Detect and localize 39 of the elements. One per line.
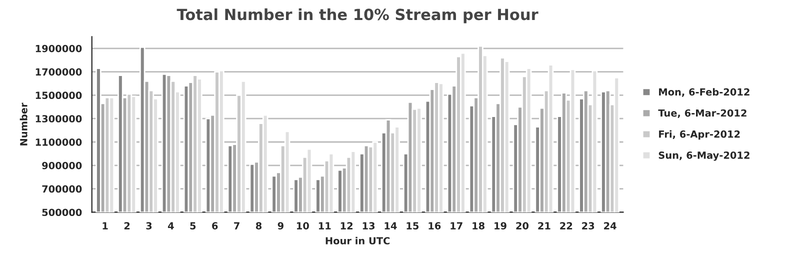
y-axis-title: Number <box>20 102 28 146</box>
x-tick-label: 17 <box>450 222 462 230</box>
y-tick-label: 700000 <box>42 185 82 193</box>
y-tick-label: 1500000 <box>36 92 82 100</box>
x-tick-label: 12 <box>340 222 352 230</box>
x-tick-label: 8 <box>256 222 262 230</box>
x-tick-label: 18 <box>472 222 484 230</box>
y-tick-label: 1700000 <box>36 68 82 76</box>
y-tick-label: 1900000 <box>36 44 82 52</box>
x-tick-label: 14 <box>384 222 397 230</box>
x-tick-label: 22 <box>560 222 572 230</box>
x-tick-label: 19 <box>494 222 506 230</box>
x-tick-label: 9 <box>278 222 284 230</box>
x-tick-label: 7 <box>234 222 240 230</box>
x-tick-label: 10 <box>296 222 309 230</box>
y-tick-label: 1300000 <box>36 115 82 122</box>
x-axis-title: Hour in UTC <box>326 236 390 244</box>
y-tick-label: 900000 <box>42 162 82 170</box>
chart-title: Total Number in the 10% Stream per Hour <box>176 8 538 24</box>
x-tick-label: 20 <box>516 222 529 230</box>
legend-label: Tue, 6-Mar-2012 <box>658 109 746 118</box>
x-tick-label: 16 <box>428 222 441 230</box>
y-tick-label: 1100000 <box>36 138 82 146</box>
x-tick-label: 21 <box>538 222 550 230</box>
x-tick-label: 15 <box>406 222 419 230</box>
legend-label: Mon, 6-Feb-2012 <box>659 88 750 97</box>
x-tick-label: 3 <box>146 222 152 230</box>
x-tick-label: 23 <box>582 222 594 230</box>
x-tick-label: 13 <box>362 222 375 230</box>
legend-label: Fri, 6-Apr-2012 <box>659 130 740 140</box>
legend-label: Sun, 6-May-2012 <box>658 151 750 161</box>
y-tick-label: 500000 <box>42 208 82 216</box>
x-tick-label: 1 <box>102 222 108 230</box>
x-tick-label: 24 <box>604 222 616 230</box>
x-tick-label: 2 <box>124 222 130 230</box>
x-tick-label: 4 <box>168 222 174 230</box>
x-tick-label: 6 <box>212 222 218 230</box>
x-tick-label: 5 <box>190 222 196 230</box>
x-tick-label: 11 <box>318 222 331 230</box>
